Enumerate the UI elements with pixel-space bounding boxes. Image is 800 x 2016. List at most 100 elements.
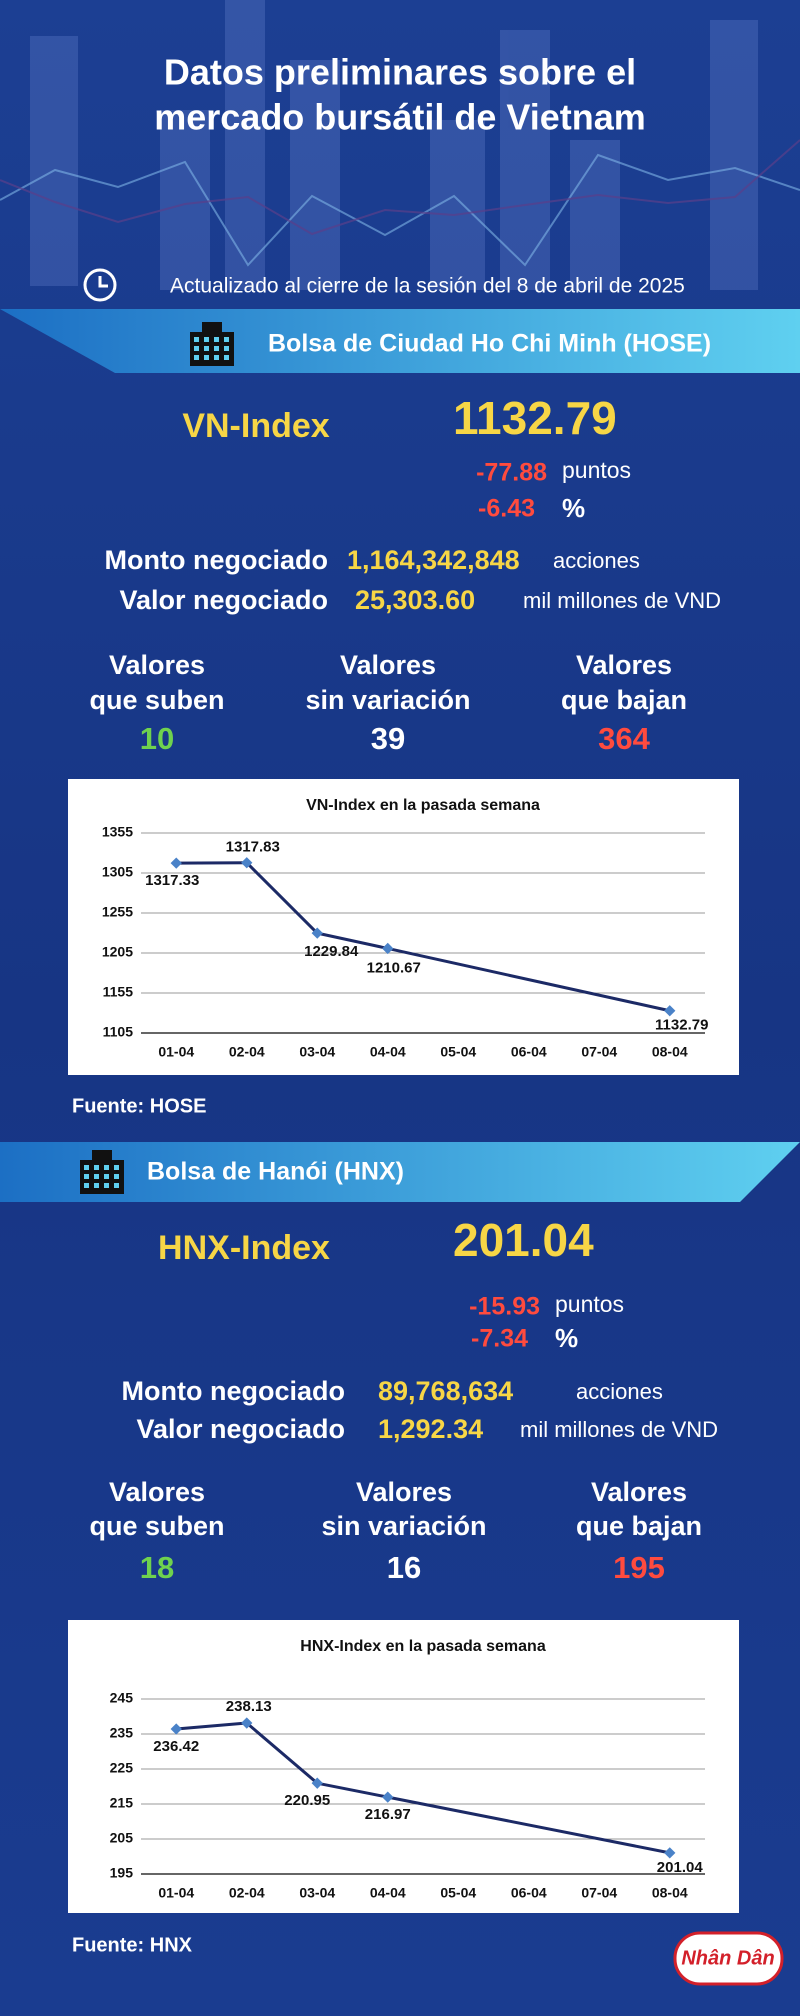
building-window (94, 1165, 99, 1170)
data-label: 220.95 (284, 1792, 330, 1809)
breadth-label: sin variación (305, 685, 470, 715)
data-label: 238.13 (226, 1698, 272, 1715)
building-window (224, 355, 229, 360)
building-window (194, 355, 199, 360)
building-body (202, 322, 222, 334)
marker (241, 1717, 253, 1729)
marker (170, 857, 182, 869)
x-tick-label: 08-04 (652, 1044, 688, 1060)
building-window (204, 346, 209, 351)
y-tick-label: 1205 (102, 944, 133, 960)
x-tick-label: 04-04 (370, 1044, 406, 1060)
line-segment (176, 1721, 247, 1731)
traded-value: 1,292.34 (378, 1414, 483, 1444)
update-note: Actualizado al cierre de la sesión del 8… (170, 275, 685, 298)
title: Datos preliminares sobre el (164, 52, 636, 93)
volume-label: Monto negociado (122, 1376, 345, 1406)
x-tick-label: 03-04 (299, 1044, 335, 1060)
y-tick-label: 1305 (102, 864, 133, 880)
building-window (214, 355, 219, 360)
x-tick-label: 01-04 (158, 1044, 194, 1060)
x-tick-label: 02-04 (229, 1044, 265, 1060)
x-tick-label: 01-04 (158, 1885, 194, 1901)
building-window (194, 346, 199, 351)
x-tick-label: 07-04 (581, 1885, 617, 1901)
y-tick-label: 1155 (103, 984, 134, 1000)
marker (241, 857, 253, 869)
volume: 1,164,342,848 (347, 545, 520, 575)
breadth-label: Valores (591, 1477, 687, 1507)
clock-icon (83, 268, 117, 302)
x-tick-label: 05-04 (440, 1885, 476, 1901)
breadth-label: Valores (576, 650, 672, 680)
breadth-label: Valores (356, 1477, 452, 1507)
value-label: Valor negociado (136, 1414, 345, 1444)
building-window (224, 337, 229, 342)
change-points: -15.93 (469, 1293, 540, 1321)
building-window (204, 337, 209, 342)
x-tick-label: 06-04 (511, 1885, 547, 1901)
breadth-label: que suben (89, 1511, 224, 1541)
value-unit: mil millones de VND (520, 1417, 718, 1442)
building-window (224, 346, 229, 351)
data-label: 216.97 (365, 1806, 411, 1823)
y-tick-label: 1355 (102, 824, 133, 840)
breadth-count: 195 (613, 1550, 665, 1585)
line-segment (316, 931, 389, 950)
building-window (114, 1183, 119, 1188)
marker (382, 1791, 394, 1803)
building-window (94, 1183, 99, 1188)
building-window (114, 1165, 119, 1170)
breadth-label: que bajan (561, 685, 687, 715)
source: Fuente: HOSE (72, 1095, 206, 1117)
building-window (214, 346, 219, 351)
building-window (84, 1174, 89, 1179)
breadth-count: 10 (140, 721, 174, 756)
building-window (204, 355, 209, 360)
data-label: 1229.84 (304, 943, 359, 960)
volume-unit: acciones (576, 1379, 663, 1404)
index-value: 201.04 (453, 1214, 594, 1266)
marker (664, 1847, 676, 1859)
volume-unit: acciones (553, 548, 640, 573)
chart-title: VN-Index en la pasada semana (306, 797, 540, 814)
building-icon (80, 1150, 124, 1194)
volume-label: Monto negociado (105, 545, 328, 575)
building-window (104, 1183, 109, 1188)
chart-panel (68, 779, 739, 1075)
x-tick-label: 04-04 (370, 1885, 406, 1901)
x-tick-label: 03-04 (299, 1885, 335, 1901)
line-segment (387, 1795, 671, 1855)
index-name: HNX-Index (158, 1229, 330, 1267)
marker (170, 1723, 182, 1735)
source: Fuente: HNX (72, 1934, 193, 1956)
y-tick-label: 225 (110, 1760, 134, 1776)
header-decoration (0, 139, 800, 236)
y-tick-label: 245 (110, 1690, 134, 1706)
y-tick-label: 205 (110, 1830, 134, 1846)
marker (311, 1777, 323, 1789)
breadth-label: que suben (89, 685, 224, 715)
building-window (104, 1165, 109, 1170)
y-tick-label: 235 (110, 1725, 134, 1741)
pct-unit: % (562, 493, 585, 523)
marker (311, 927, 323, 939)
building-window (214, 337, 219, 342)
header-decoration (0, 153, 800, 267)
breadth-label: que bajan (576, 1511, 702, 1541)
value-unit: mil millones de VND (523, 588, 721, 613)
line-segment (245, 1721, 319, 1785)
building-window (94, 1174, 99, 1179)
x-tick-label: 02-04 (229, 1885, 265, 1901)
data-label: 1317.33 (145, 872, 199, 889)
building-window (84, 1183, 89, 1188)
y-tick-label: 1255 (102, 904, 133, 920)
index-name: VN-Index (182, 407, 329, 445)
exchange-name: Bolsa de Ciudad Ho Chi Minh (HOSE) (268, 330, 711, 358)
chart-panel (68, 1620, 739, 1913)
line-segment (387, 946, 671, 1013)
building-window (194, 337, 199, 342)
breadth-count: 16 (387, 1550, 421, 1585)
logo-text: Nhân Dân (681, 1947, 774, 1969)
data-label: 201.04 (657, 1859, 704, 1876)
